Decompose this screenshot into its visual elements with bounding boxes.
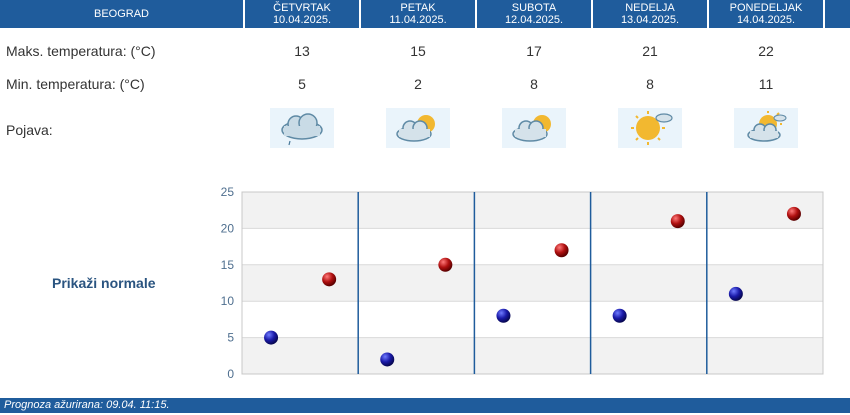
- day-date: 12.04.2025.: [504, 14, 564, 26]
- day-name: SUBOTA: [511, 2, 557, 14]
- day-header: SUBOTA 12.04.2025.: [477, 0, 591, 28]
- header-divider: [591, 0, 593, 28]
- day-date: 14.04.2025.: [736, 14, 796, 26]
- header-divider: [359, 0, 361, 28]
- y-tick-label: 0: [227, 367, 234, 381]
- header-divider: [823, 0, 825, 28]
- forecast-updated-footer: Prognoza ažurirana: 09.04. 11:15.: [0, 398, 850, 413]
- show-normals-label[interactable]: Prikaži normale: [52, 275, 156, 291]
- y-tick-label: 15: [221, 258, 235, 272]
- max-temp-point: [438, 257, 453, 272]
- min-temp-value: 2: [414, 76, 422, 92]
- plot-frame: [241, 191, 824, 375]
- min-temp-value: 8: [530, 76, 538, 92]
- max-temp-label: Maks. temperatura: (°C): [6, 43, 156, 59]
- sun-cloud-icon: [386, 108, 450, 148]
- day-header: NEDELJA 13.04.2025.: [593, 0, 707, 28]
- day-header: PONEDELJAK 14.04.2025.: [709, 0, 823, 28]
- day-date: 13.04.2025.: [620, 14, 680, 26]
- sun-cloud-icon: [502, 108, 566, 148]
- max-temp-point: [554, 243, 569, 258]
- day-name: PONEDELJAK: [729, 2, 803, 14]
- y-tick-label: 5: [227, 331, 234, 345]
- grid-band: [242, 301, 823, 338]
- day-name: PETAK: [400, 2, 436, 14]
- max-temp-point: [670, 214, 685, 229]
- sun-mostly-sunny-icon: [618, 108, 682, 148]
- max-temp-point: [322, 272, 337, 287]
- cloud-drizzle-icon: [270, 108, 334, 148]
- max-temp-value: 15: [410, 43, 426, 59]
- header-divider: [707, 0, 709, 28]
- day-name: ČETVRTAK: [273, 2, 331, 14]
- grid-band: [242, 228, 823, 265]
- y-tick-label: 20: [221, 221, 235, 235]
- grid-band: [242, 264, 823, 302]
- weather-label: Pojava:: [6, 122, 53, 138]
- min-temp-value: 5: [298, 76, 306, 92]
- day-name: NEDELJA: [625, 2, 675, 14]
- max-temp-point: [786, 206, 801, 221]
- grid-band: [242, 337, 823, 374]
- sun-cloud-icon: [734, 108, 798, 148]
- min-temp-point: [264, 330, 279, 345]
- y-tick-label: 25: [221, 185, 235, 199]
- max-temp-value: 17: [526, 43, 542, 59]
- y-tick-label: 10: [221, 294, 235, 308]
- min-temp-point: [612, 308, 627, 323]
- max-temp-value: 21: [642, 43, 658, 59]
- header-divider: [475, 0, 477, 28]
- max-temp-value: 22: [758, 43, 774, 59]
- day-date: 11.04.2025.: [389, 14, 447, 26]
- forecast-header: BEOGRAD ČETVRTAK 10.04.2025. PETAK 11.04…: [0, 0, 850, 28]
- min-temp-label: Min. temperatura: (°C): [6, 76, 145, 92]
- city-name: BEOGRAD: [93, 8, 149, 20]
- max-temp-value: 13: [294, 43, 310, 59]
- min-temp-value: 8: [646, 76, 654, 92]
- day-date: 10.04.2025.: [272, 14, 332, 26]
- min-temp-value: 11: [758, 76, 774, 92]
- day-header: PETAK 11.04.2025.: [361, 0, 475, 28]
- min-temp-point: [728, 286, 743, 301]
- header-divider: [243, 0, 245, 28]
- min-temp-point: [496, 308, 511, 323]
- min-temp-point: [380, 352, 395, 367]
- day-header: ČETVRTAK 10.04.2025.: [245, 0, 359, 28]
- grid-band: [242, 192, 823, 229]
- temperature-chart: 0 5 10 15 20 25: [221, 185, 824, 381]
